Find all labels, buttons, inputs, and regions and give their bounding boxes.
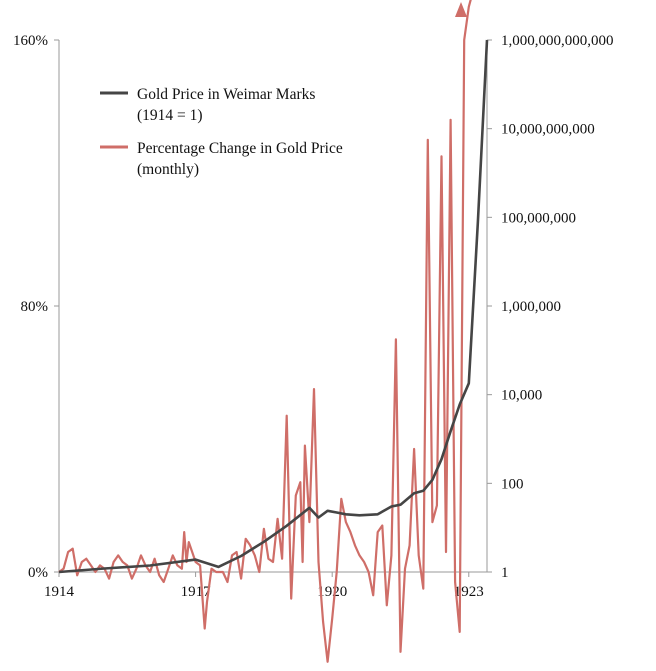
legend-label-pct-change-line1: Percentage Change in Gold Price — [137, 140, 343, 157]
series-line-pct-change — [58, 0, 472, 663]
x-tick-label: 1923 — [454, 584, 484, 600]
right-tick-label: 1,000,000,000,000 — [501, 33, 614, 49]
right-tick-label: 100 — [501, 476, 524, 492]
right-axis-ticks: 1 100 10,000 1,000,000 100,000,000 10,000,000… — [487, 33, 614, 581]
right-tick-label: 1,000,000 — [501, 299, 561, 315]
legend: Gold Price in Weimar Marks (1914 = 1) Pe… — [100, 86, 343, 178]
left-axis-ticks: 0% 80% 160% — [13, 33, 59, 581]
left-tick-label: 160% — [13, 33, 48, 49]
series-line-gold-price — [58, 39, 489, 574]
legend-label-gold-price-line2: (1914 = 1) — [137, 107, 203, 124]
left-tick-label: 80% — [21, 299, 49, 315]
legend-label-pct-change-line2: (monthly) — [137, 161, 199, 178]
right-tick-label: 10,000 — [501, 388, 542, 404]
x-tick-label: 1920 — [317, 584, 347, 600]
series-layer — [58, 0, 489, 663]
right-tick-label: 1 — [501, 565, 509, 581]
x-tick-label: 1917 — [181, 584, 212, 600]
right-tick-label: 100,000,000 — [501, 210, 576, 226]
left-tick-label: 0% — [28, 565, 48, 581]
x-axis-ticks: 1914 1917 1920 1923 — [44, 572, 484, 600]
right-tick-label: 10,000,000,000 — [501, 122, 595, 138]
x-tick-label: 1914 — [44, 584, 75, 600]
legend-label-gold-price-line1: Gold Price in Weimar Marks — [137, 86, 315, 103]
series-pct-change-arrow-head — [455, 2, 467, 17]
